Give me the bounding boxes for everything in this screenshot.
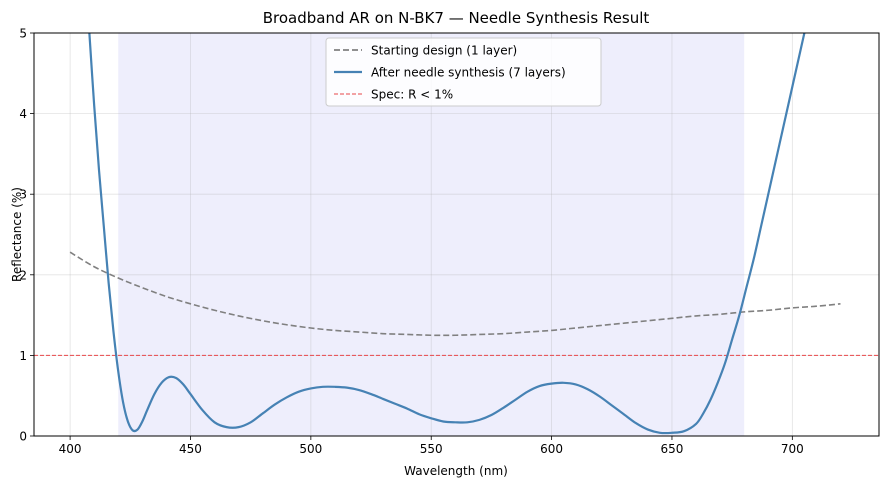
x-tick-label: 700 [781,442,804,456]
series-needle-synthesis [88,33,806,435]
plot-frame [33,32,880,437]
x-tick-label: 450 [179,442,202,456]
legend: Starting design (1 layer) After needle s… [325,37,602,107]
series-layer [34,33,879,435]
legend-label-spec: Spec: R < 1% [371,88,453,102]
y-tick-label: 5 [19,27,27,41]
legend-label-starting-design: Starting design (1 layer) [371,44,517,58]
y-tick-label: 0 [19,430,27,444]
x-tick-label: 550 [420,442,443,456]
x-axis-label: Wavelength (nm) [404,464,508,478]
y-axis-label: Reflectance (%) [10,187,24,282]
series-starting-design [69,251,841,337]
x-tick-label: 600 [540,442,563,456]
legend-box [325,37,602,107]
y-tick-label: 3 [19,188,27,202]
x-tick-label: 650 [661,442,684,456]
y-tick-label: 4 [19,107,27,121]
x-tick-label: 400 [59,442,82,456]
y-tick-label: 2 [19,268,27,282]
y-tick-label: 1 [19,349,27,363]
legend-label-needle-synthesis: After needle synthesis (7 layers) [371,66,566,80]
x-tick-label: 500 [299,442,322,456]
chart-title: Broadband AR on N-BK7 — Needle Synthesis… [263,9,650,27]
tick-layer: 400 450 500 550 600 650 700 0 1 2 3 4 5 [19,27,803,457]
